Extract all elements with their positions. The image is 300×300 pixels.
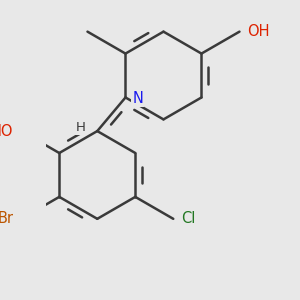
Text: HO: HO: [0, 124, 13, 139]
Text: Br: Br: [0, 211, 13, 226]
Text: N: N: [132, 91, 143, 106]
Text: H: H: [76, 121, 86, 134]
Text: Cl: Cl: [182, 211, 196, 226]
Text: OH: OH: [248, 24, 270, 39]
